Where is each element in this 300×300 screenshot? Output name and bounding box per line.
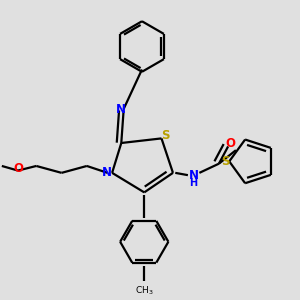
Text: CH$_3$: CH$_3$ [135, 284, 154, 297]
Text: S: S [161, 129, 170, 142]
Text: H: H [190, 178, 198, 188]
Text: N: N [116, 103, 126, 116]
Text: O: O [14, 162, 23, 175]
Text: N: N [102, 166, 112, 179]
Text: N: N [189, 169, 199, 182]
Text: S: S [222, 155, 230, 168]
Text: O: O [225, 137, 236, 150]
